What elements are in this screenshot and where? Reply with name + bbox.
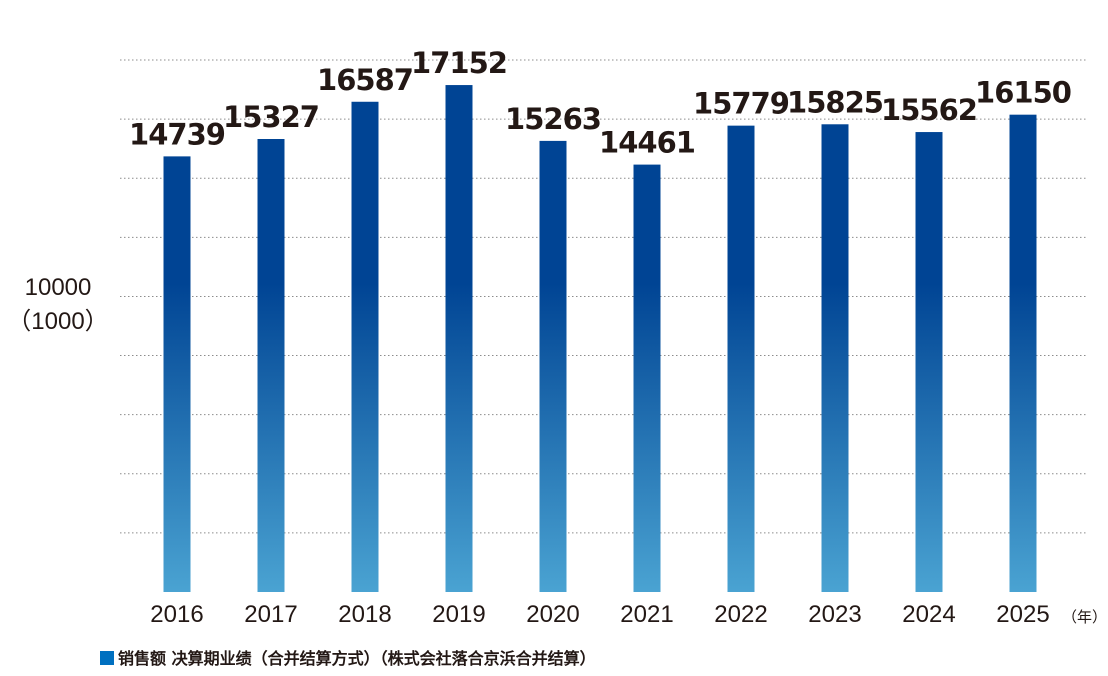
value-label-2023: 15825 [787, 85, 883, 119]
bar-2023 [821, 124, 849, 593]
x-axis-unit-label: （年） [1062, 608, 1107, 626]
x-tick-2020: 2020 [526, 601, 579, 628]
legend-marker [100, 651, 114, 665]
value-label-2024: 15562 [881, 93, 977, 127]
y-axis-label-line2: （1000） [7, 308, 108, 335]
bar-2021 [633, 164, 661, 592]
bar-2017 [257, 139, 285, 592]
value-label-2018: 16587 [317, 63, 413, 97]
x-tick-2019: 2019 [432, 601, 485, 628]
x-tick-2025: 2025 [996, 601, 1049, 628]
legend-entry: 销售额 决算期业绩（合并结算方式）（株式会社落合京浜合并结算） [118, 649, 596, 668]
value-label-2021: 14461 [599, 126, 695, 160]
x-tick-2024: 2024 [902, 601, 955, 628]
bar-2025 [1009, 114, 1037, 592]
bar-2019 [445, 85, 473, 592]
x-tick-2016: 2016 [150, 601, 203, 628]
bars [163, 85, 1037, 593]
x-tick-2021: 2021 [620, 601, 673, 628]
value-label-2019: 17152 [411, 46, 507, 80]
bar-2020 [539, 140, 567, 592]
x-tick-2023: 2023 [808, 601, 861, 628]
value-label-2020: 15263 [505, 102, 601, 136]
y-axis-label-line1: 10000 [25, 274, 92, 301]
value-label-2022: 15779 [693, 87, 789, 121]
bar-2022 [727, 125, 755, 593]
x-tick-2022: 2022 [714, 601, 767, 628]
value-label-2016: 14739 [129, 117, 225, 151]
bar-2018 [351, 101, 379, 593]
bar-2024 [915, 132, 943, 592]
value-label-2017: 15327 [223, 100, 319, 134]
x-tick-2017: 2017 [244, 601, 297, 628]
bar-2016 [163, 156, 191, 592]
x-tick-labels: 2016 2017 2018 2019 2020 2021 2022 2023 2024 2025 [150, 601, 1049, 628]
x-tick-2018: 2018 [338, 601, 391, 628]
value-label-2025: 16150 [975, 76, 1071, 110]
